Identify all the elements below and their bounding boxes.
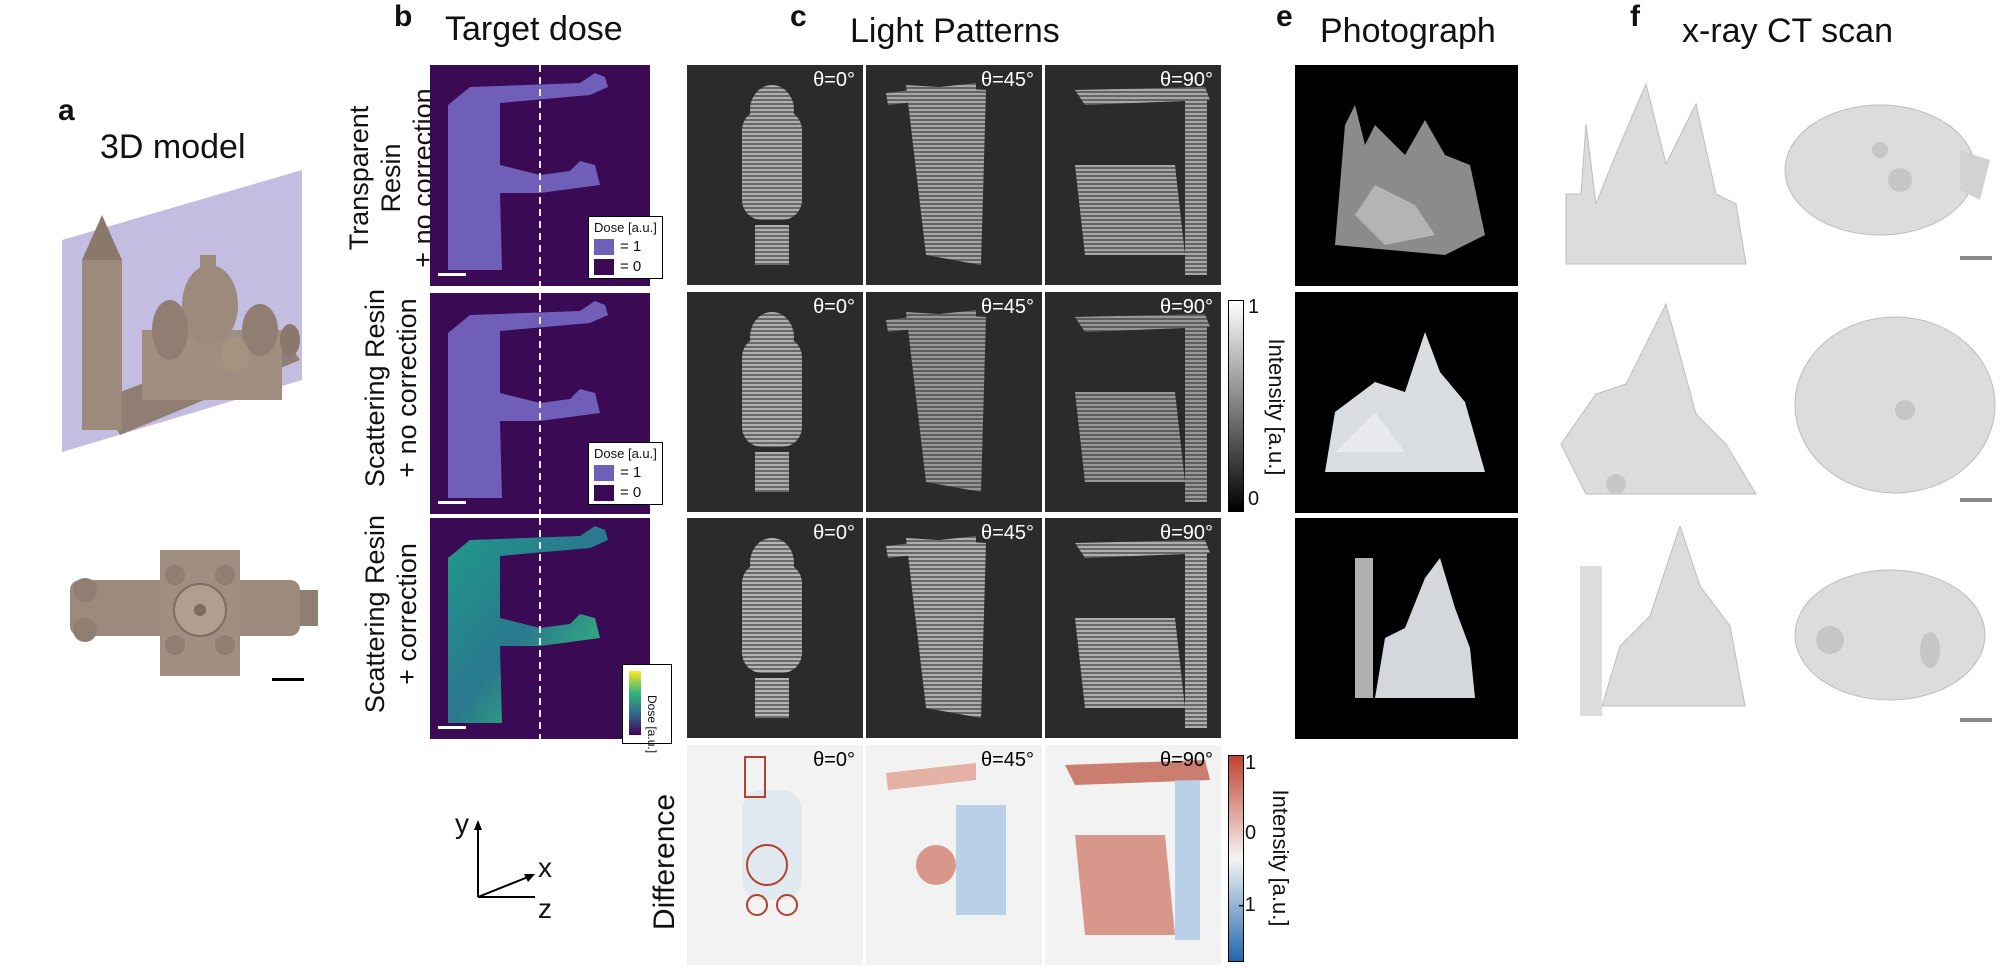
light-pattern-row-2-theta-90: θ=90° [1045, 292, 1221, 512]
legend-swatch-one [594, 464, 614, 481]
light-pattern-row-2-theta-45: θ=45° [866, 292, 1042, 512]
intensity-colorbar-label: Intensity [a.u.] [1264, 338, 1289, 476]
angle-label: θ=0° [813, 749, 855, 771]
row-label-1: Transparent Resin + no correction [343, 68, 439, 288]
legend-value-zero: = 0 [620, 484, 642, 501]
angle-label: θ=45° [980, 749, 1034, 771]
light-pattern-row-3-theta-0: θ=0° [687, 518, 863, 738]
dose-legend-title: Dose [a.u.] [594, 446, 657, 461]
scale-bar-ct-row-2 [1960, 498, 1992, 502]
axis-y-label: y [455, 808, 469, 839]
light-pattern-row-3-theta-90: θ=90° [1045, 518, 1221, 738]
3d-model-top-view [70, 550, 318, 676]
difference-colorbar-min: -1 [1238, 894, 1256, 916]
angle-label: θ=90° [1159, 749, 1213, 771]
angle-label: θ=45° [980, 69, 1034, 91]
axes-icon [474, 820, 535, 898]
light-pattern-row-1-theta-45: θ=45° [866, 65, 1042, 285]
panel-letter-b: b [394, 0, 413, 33]
legend-swatch-zero [594, 484, 614, 501]
angle-label: θ=45° [980, 522, 1034, 544]
axis-x-label: x [538, 852, 552, 883]
panel-letter-f: f [1630, 0, 1640, 33]
light-pattern-row-3-theta-45: θ=45° [866, 518, 1042, 738]
intensity-colorbar-min: 0 [1248, 488, 1260, 510]
difference-map-theta-0: θ=0° [687, 745, 863, 965]
scale-bar-ct-row-1 [1960, 256, 1992, 260]
panel-letter-c: c [790, 0, 807, 33]
axis-z-label: z [538, 893, 552, 924]
light-pattern-row-2-theta-0: θ=0° [687, 292, 863, 512]
angle-label: θ=0° [813, 296, 855, 318]
panel-title-ct-scan: x-ray CT scan [1682, 12, 1893, 50]
dose-legend-row-1: Dose [a.u.] = 1 = 0 [588, 216, 663, 279]
ct-scan-side-row-3 [1580, 526, 1746, 716]
angle-label: θ=0° [813, 69, 855, 91]
row-label-3-line1: Scattering Resin [360, 514, 390, 714]
legend-value-one: = 1 [620, 238, 642, 255]
scale-bar-3d-model [272, 678, 304, 681]
legend-value-one: = 1 [620, 464, 642, 481]
photograph-row-2 [1295, 292, 1518, 513]
panel-title-3d-model: 3D model [100, 128, 246, 166]
dose-legend-row-2: Dose [a.u.] = 1 = 0 [588, 442, 663, 505]
panel-title-light-patterns: Light Patterns [850, 12, 1060, 50]
ct-scan-top-row-1 [1784, 104, 1990, 236]
intensity-colorbar-max: 1 [1248, 296, 1260, 318]
panel-title-difference: Difference [648, 793, 681, 931]
angle-label: θ=90° [1159, 522, 1213, 544]
panel-letter-a: a [58, 94, 75, 127]
ct-scan-top-row-3 [1794, 569, 1986, 701]
row-label-3-line2: + correction [392, 543, 422, 685]
dose-map-row-3 [430, 518, 650, 739]
angle-label: θ=90° [1159, 69, 1213, 91]
legend-swatch-zero [594, 258, 614, 275]
intensity-colorbar [1228, 300, 1244, 512]
difference-map-theta-90: θ=90° [1045, 745, 1221, 965]
panel-title-photograph: Photograph [1320, 12, 1496, 50]
difference-colorbar-mid: 0 [1245, 822, 1257, 844]
photograph-row-3 [1295, 518, 1518, 739]
dose-colorbar-box: Dose [a.u.] [622, 664, 672, 753]
angle-label: θ=0° [813, 522, 855, 544]
row-label-1-line1: Transparent Resin [344, 105, 406, 251]
row-label-2-line1: Scattering Resin [360, 288, 390, 488]
difference-colorbar-max: 1 [1245, 752, 1257, 774]
difference-map-theta-45: θ=45° [866, 745, 1042, 965]
light-pattern-row-1-theta-90: θ=90° [1045, 65, 1221, 285]
row-label-3: Scattering Resin + correction [359, 504, 423, 724]
legend-value-zero: = 0 [620, 258, 642, 275]
panel-title-target-dose: Target dose [445, 10, 623, 48]
scale-bar-ct-row-3 [1960, 718, 1992, 722]
ct-scan-side-row-2 [1560, 302, 1757, 495]
3d-model-perspective [62, 170, 302, 452]
dose-map-row-1 [430, 65, 650, 286]
dose-colorbar [629, 671, 641, 735]
photograph-row-1 [1295, 65, 1518, 286]
dose-legend-title: Dose [a.u.] [594, 220, 657, 235]
ct-scan-top-row-2 [1794, 316, 1996, 494]
row-label-2-line2: + no correction [392, 298, 422, 478]
legend-swatch-one [594, 238, 614, 255]
difference-colorbar-label: Intensity [a.u.] [1268, 789, 1293, 927]
angle-label: θ=90° [1159, 296, 1213, 318]
dose-colorbar-label: Dose [a.u.] [645, 695, 659, 754]
panel-letter-e: e [1276, 0, 1293, 33]
angle-label: θ=45° [980, 296, 1034, 318]
difference-colorbar [1228, 755, 1244, 962]
row-label-2: Scattering Resin + no correction [359, 278, 423, 498]
light-pattern-row-1-theta-0: θ=0° [687, 65, 863, 285]
ct-scan-side-row-1 [1565, 82, 1747, 265]
